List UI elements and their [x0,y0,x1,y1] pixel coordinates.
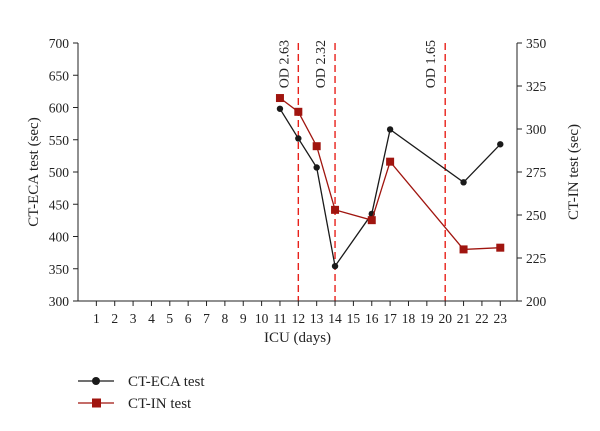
x-tick-label: 21 [457,311,471,326]
data-point [295,135,302,142]
y-left-tick-label: 600 [49,101,70,116]
y-left-tick-label: 350 [49,262,70,277]
annotation-label: OD 2.32 [314,40,329,88]
x-tick-label: 9 [240,311,247,326]
y-left-tick-label: 550 [49,133,70,148]
data-point [312,142,321,151]
x-tick-label: 17 [383,311,397,326]
legend-label: CT-IN test [128,396,192,412]
x-tick-label: 10 [255,311,269,326]
y-left-tick-label: 650 [49,68,70,83]
y-left-tick-label: 500 [49,165,70,180]
data-point [275,94,284,103]
x-tick-label: 1 [93,311,100,326]
series-layer [275,94,505,270]
x-tick-label: 20 [438,311,452,326]
data-point [496,243,505,252]
data-point [386,157,395,166]
y-right-tick-label: 200 [526,294,547,309]
legend-marker [92,377,100,385]
x-tick-label: 19 [420,311,434,326]
y-right-tick-label: 250 [526,208,547,223]
y-right-tick-label: 325 [526,79,547,94]
annotation-label: OD 1.65 [424,40,439,88]
x-tick-label: 4 [148,311,155,326]
y-left-tick-label: 700 [49,36,70,51]
x-tick-label: 11 [273,311,286,326]
x-axis-title: ICU (days) [264,330,331,346]
y-left-tick-label: 400 [49,230,70,245]
x-tick-label: 8 [222,311,229,326]
legend-label: CT-ECA test [128,374,205,390]
y-axis-title-left: CT-ECA test (sec) [26,117,42,226]
annotation-label: OD 2.63 [277,40,292,88]
x-tick-label: 14 [328,311,342,326]
x-tick-label: 3 [130,311,137,326]
series-line [279,108,501,268]
y-right-tick-label: 275 [526,165,547,180]
series-line [279,97,501,251]
y-axis-title-right: CT-IN test (sec) [566,124,582,220]
x-tick-label: 16 [365,311,379,326]
x-tick-label: 18 [402,311,416,326]
data-point [294,107,303,116]
x-tick-label: 23 [494,311,508,326]
x-tick-label: 5 [166,311,173,326]
x-tick-label: 7 [203,311,210,326]
y-left-tick-label: 300 [49,294,70,309]
y-left-tick-label: 450 [49,197,70,212]
data-point [459,245,468,254]
x-tick-label: 15 [347,311,361,326]
x-tick-label: 22 [475,311,489,326]
y-right-tick-label: 350 [526,36,547,51]
x-tick-label: 13 [310,311,324,326]
x-tick-label: 12 [292,311,306,326]
data-point [460,179,467,186]
axes: 3003504004505005506006507002002252502753… [26,36,582,346]
data-point [386,126,394,133]
x-tick-label: 6 [185,311,192,326]
legend: CT-ECA test CT-IN test [78,374,205,412]
data-point [276,105,284,112]
data-point [367,216,376,225]
legend-marker [92,398,101,408]
data-point [331,262,339,270]
y-right-tick-label: 300 [526,122,547,137]
annotation-layer: OD 2.63 OD 2.32 OD 1.65 [277,40,446,301]
data-point [313,164,320,171]
y-right-tick-label: 225 [526,251,547,266]
data-point [497,141,504,148]
data-point [331,205,340,214]
x-tick-label: 2 [111,311,118,326]
